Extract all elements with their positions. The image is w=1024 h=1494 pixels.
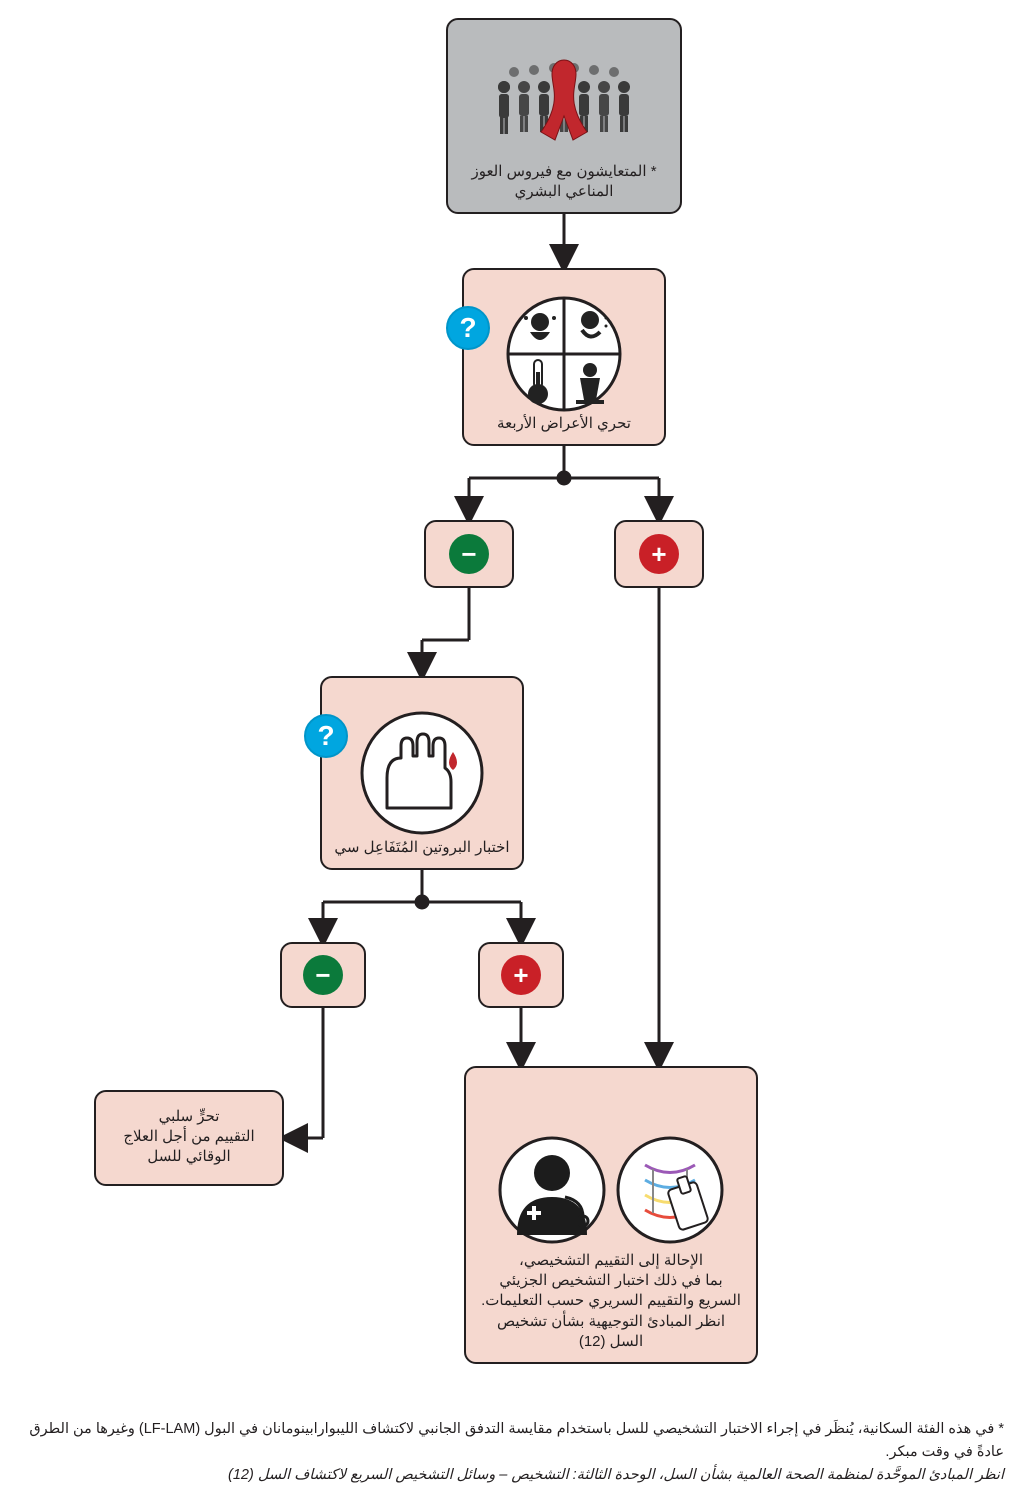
n7-line5: السل (12) xyxy=(579,1332,643,1352)
n6-line2: التقييم من أجل العلاج xyxy=(123,1127,254,1147)
node-four-symptoms-label: تحري الأعراض الأربعة xyxy=(474,414,654,434)
n7-line4: انظر المبادئ التوجيهية بشأن تشخيص xyxy=(497,1312,725,1332)
n7-line3: السريع والتقييم السريري حسب التعليمات. xyxy=(481,1291,741,1311)
plus-icon: + xyxy=(639,534,679,574)
footnote-line2: انظر المبادئ الموحَّدة لمنظمة الصحة العا… xyxy=(20,1464,1004,1487)
minus-icon: − xyxy=(449,534,489,574)
result-negative-crp: − xyxy=(280,942,366,1008)
node-four-symptoms: تحري الأعراض الأربعة ? xyxy=(462,268,666,446)
footnotes: * في هذه الفئة السكانية، يُنظَر في إجراء… xyxy=(20,1418,1004,1488)
footnote-line1: * في هذه الفئة السكانية، يُنظَر في إجراء… xyxy=(20,1418,1004,1464)
molecular-test-icon xyxy=(615,1135,725,1245)
result-positive-symptoms: + xyxy=(614,520,704,588)
minus-icon: − xyxy=(303,955,343,995)
n7-line1: الإحالة إلى التقييم التشخيصي، xyxy=(519,1251,703,1271)
node-crp-test: اختبار البروتين المُتَفَاعِل سي ? xyxy=(320,676,524,870)
finger-prick-icon xyxy=(357,708,487,838)
n7-line2: بما في ذلك اختبار التشخيص الجزيئي xyxy=(499,1271,722,1291)
node-refer-diagnostic: الإحالة إلى التقييم التشخيصي، بما في ذلك… xyxy=(464,1066,758,1364)
node-negative-screen: تحرٍّ سلبي التقييم من أجل العلاج الوقائي… xyxy=(94,1090,284,1186)
node-crp-label: اختبار البروتين المُتَفَاعِل سي xyxy=(332,838,512,858)
help-icon: ? xyxy=(304,714,348,758)
n6-line1: تحرٍّ سلبي xyxy=(159,1107,220,1127)
node-hiv-population: * المتعايشون مع فيروس العوز المناعي البش… xyxy=(446,18,682,214)
result-positive-crp: + xyxy=(478,942,564,1008)
help-icon: ? xyxy=(446,306,490,350)
plus-icon: + xyxy=(501,955,541,995)
clinician-icon xyxy=(497,1135,607,1245)
node-hiv-label: * المتعايشون مع فيروس العوز المناعي البش… xyxy=(458,162,670,203)
hiv-population-icon xyxy=(489,32,639,162)
n6-line3: الوقائي للسل xyxy=(147,1147,230,1167)
flowchart-canvas: * المتعايشون مع فيروس العوز المناعي البش… xyxy=(0,0,1024,1494)
result-negative-symptoms: − xyxy=(424,520,514,588)
four-symptoms-icon xyxy=(504,294,624,414)
